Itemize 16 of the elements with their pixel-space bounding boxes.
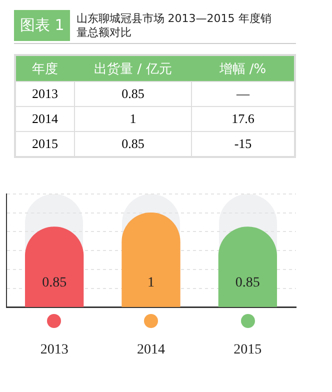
data-label: 0.85 [235,275,260,290]
category-label: 2013 [15,82,74,106]
category-label: 2015 [15,132,74,157]
header-strip: 图表 1 山东聊城冠县市场 2013—2015 年度销量总额对比 [14,10,296,44]
data-label: -15 [191,132,295,157]
x-tick-label: 2013 [40,342,68,358]
data-label: 0.85 [42,275,67,290]
data-label: 0.85 [74,82,192,106]
data-label: 17.6 [191,106,295,132]
text: — [191,82,295,106]
x-tick-label: 2015 [234,342,262,358]
data-label: 0.85 [74,132,192,157]
data-label: 1 [74,106,192,132]
category-label: 2014 [15,106,74,132]
x-tick-label: 2014 [137,342,165,358]
data-label: 1 [148,275,154,290]
